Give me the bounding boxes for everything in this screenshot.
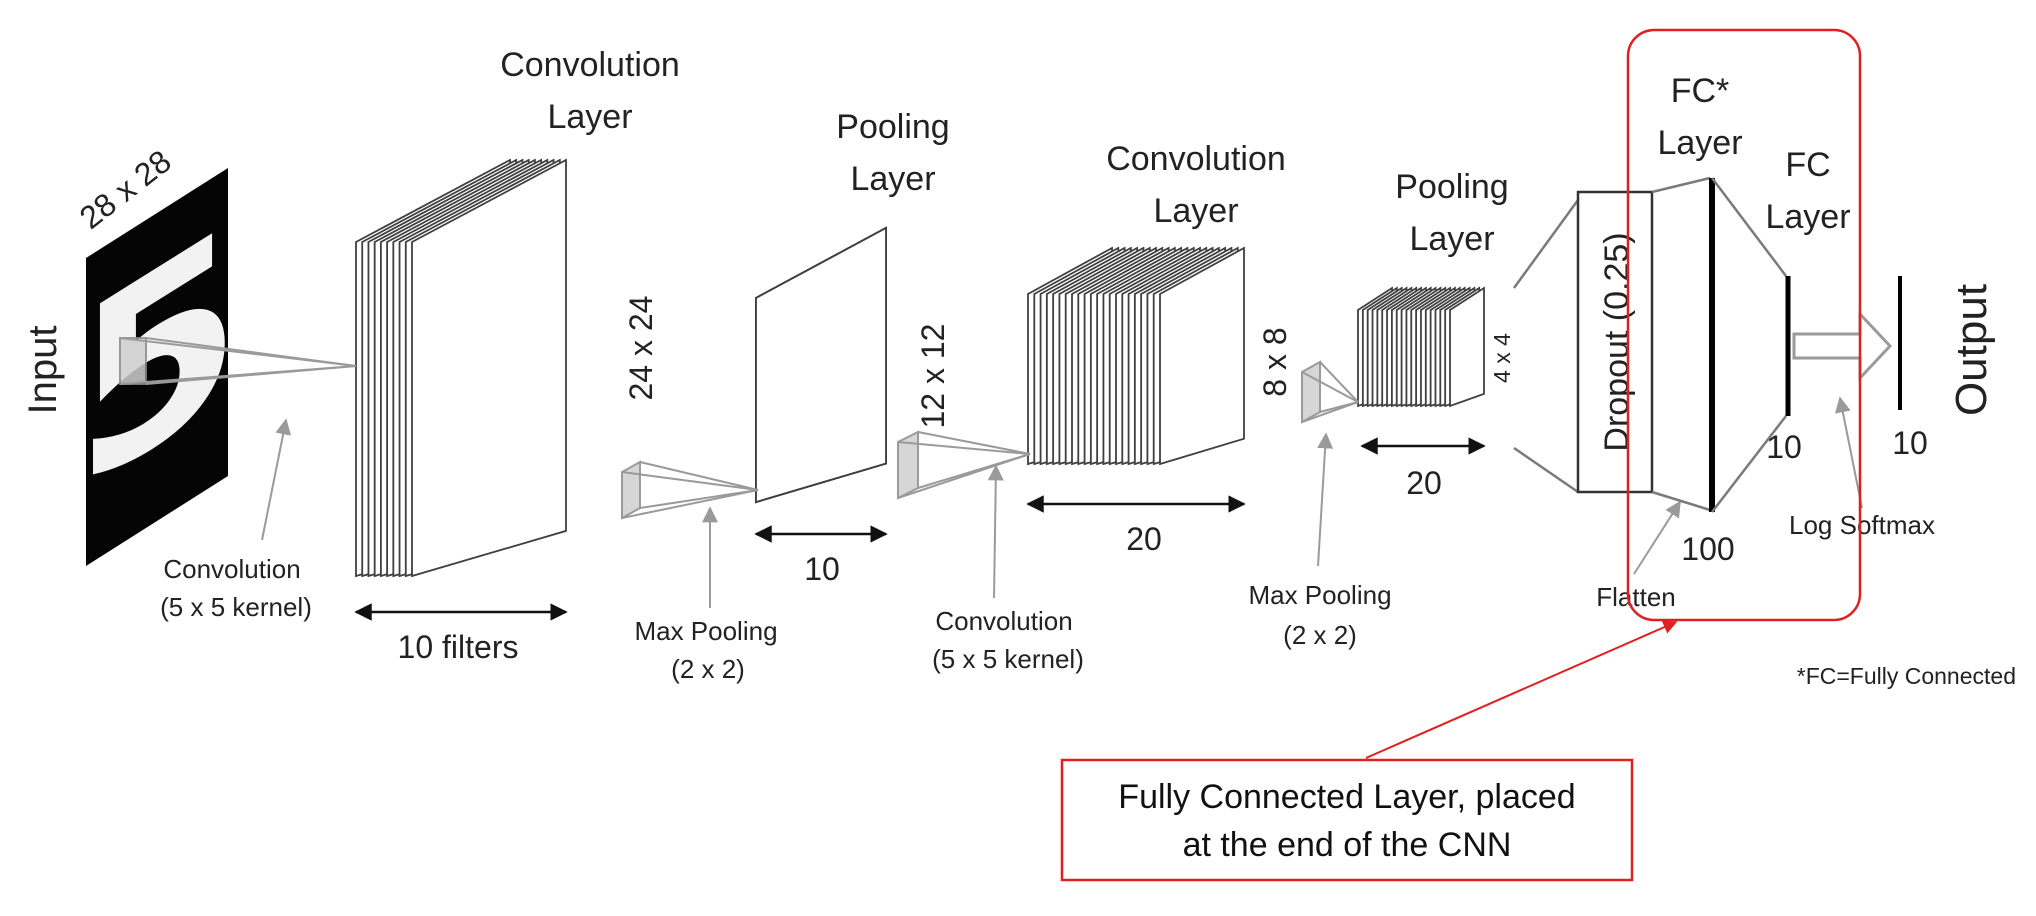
feature-map-plate	[1159, 246, 1245, 466]
feature-map-plate	[411, 158, 567, 578]
fc2-title: FC	[1785, 146, 1830, 184]
conv-layer-2-title: Convolution	[1106, 140, 1286, 178]
callout-pointer	[1365, 620, 1678, 759]
fc1-units: 100	[1681, 531, 1734, 567]
fc1-title: FC*	[1671, 72, 1730, 110]
conv2-op-label: Convolution	[935, 606, 1072, 636]
conv-layer-1-plates	[355, 158, 567, 578]
pooling-layer-2-title-line2: Layer	[1409, 220, 1494, 258]
pooling-layer-1-title-line2: Layer	[850, 160, 935, 198]
output-units: 10	[1892, 425, 1928, 461]
fc2-connections	[1711, 177, 1787, 513]
callout-line-1: Fully Connected Layer, placed	[1118, 778, 1575, 816]
pool1-op-size: (2 x 2)	[671, 654, 745, 684]
fc2-units: 10	[1766, 429, 1802, 465]
feature-map-plate	[755, 226, 887, 504]
pooling-layer-2-depth: 20	[1406, 465, 1442, 501]
pool2-op-label: Max Pooling	[1248, 580, 1391, 610]
conv-layer-1-title-line2: Layer	[547, 98, 632, 136]
feature-map-plate	[1449, 286, 1485, 408]
pooling-layer-2-plates	[1357, 286, 1485, 408]
pooling-layer-1-size: 12 x 12	[915, 324, 951, 429]
conv-layer-1-size: 24 x 24	[623, 296, 659, 401]
pooling-layer-2-size: 4 x 4	[1489, 333, 1515, 383]
hollow-right-arrow-icon	[1792, 310, 1893, 382]
conv1-op-label: Convolution	[163, 554, 300, 584]
fc1-connections	[1651, 176, 1711, 512]
pooling-layer-1-depth: 10	[804, 551, 840, 587]
conv-layer-2-depth: 20	[1126, 521, 1162, 557]
input-label: Input	[21, 326, 65, 415]
conv2-op-kernel: (5 x 5 kernel)	[932, 644, 1084, 674]
fc2-title-line2: Layer	[1765, 198, 1850, 236]
conv1-op-kernel: (5 x 5 kernel)	[160, 592, 312, 622]
input-image: 5	[74, 167, 242, 566]
fc1-title-line2: Layer	[1657, 124, 1742, 162]
conv-layer-2-title-line2: Layer	[1153, 192, 1238, 230]
span-arrows	[354, 437, 1486, 621]
conv-layer-1-title: Convolution	[500, 46, 680, 84]
conv-layer-2-size: 8 x 8	[1257, 327, 1293, 396]
pooling-layer-1-title: Pooling	[836, 108, 949, 146]
projection-lines	[119, 337, 1359, 520]
flatten-label: Flatten	[1596, 582, 1676, 612]
dropout-block	[1512, 190, 1654, 494]
pooling-layer-1-plates	[755, 226, 887, 504]
fc-highlight-box	[1626, 28, 1862, 622]
pooling-layer-2-title: Pooling	[1395, 168, 1508, 206]
output-label: Output	[1947, 284, 1996, 416]
fc-footnote: *FC=Fully Connected	[1797, 663, 2016, 689]
dropout-label: Dropout (0.25)	[1598, 232, 1636, 451]
log-softmax-label: Log Softmax	[1789, 510, 1935, 540]
pool1-op-label: Max Pooling	[634, 616, 777, 646]
conv-layer-1-filters: 10 filters	[398, 629, 519, 665]
pool2-op-size: (2 x 2)	[1283, 620, 1357, 650]
conv-layer-2-plates	[1027, 246, 1245, 466]
callout-line-2: at the end of the CNN	[1183, 826, 1512, 864]
callout-box	[1060, 758, 1634, 882]
operation-pointers	[261, 396, 1863, 608]
